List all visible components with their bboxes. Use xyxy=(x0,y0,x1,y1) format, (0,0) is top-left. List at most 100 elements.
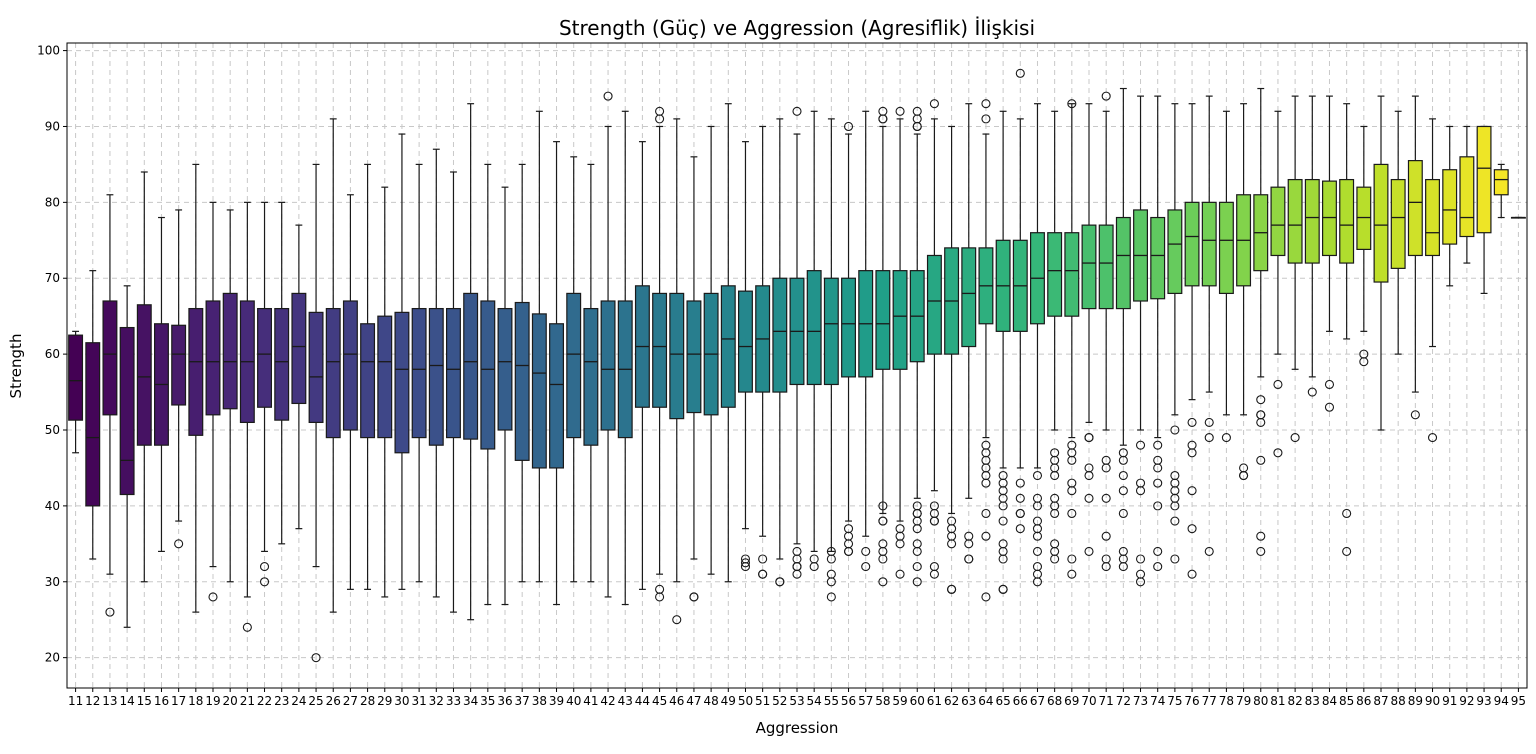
outlier-point xyxy=(1153,562,1163,572)
y-tick-label: 30 xyxy=(45,575,60,589)
box-81 xyxy=(1270,110,1286,458)
outlier-point xyxy=(912,577,922,587)
x-tick-label: 64 xyxy=(978,694,993,708)
box-80 xyxy=(1253,87,1269,556)
y-tick-label: 90 xyxy=(45,119,60,133)
x-tick-label: 26 xyxy=(326,694,341,708)
x-tick-label: 92 xyxy=(1459,694,1474,708)
outlier-point xyxy=(1118,455,1128,465)
box-82 xyxy=(1287,95,1303,443)
box-46 xyxy=(669,118,685,625)
outlier-point xyxy=(1067,569,1077,579)
x-tick-label: 22 xyxy=(257,694,272,708)
outlier-point xyxy=(929,569,939,579)
outlier-point xyxy=(1118,562,1128,572)
box-63 xyxy=(961,103,977,564)
y-tick-label: 20 xyxy=(45,651,60,665)
box-60 xyxy=(909,106,925,587)
box-body xyxy=(257,307,272,408)
x-tick-label: 33 xyxy=(446,694,461,708)
x-tick-label: 63 xyxy=(961,694,976,708)
box-51 xyxy=(755,125,771,579)
box-body xyxy=(119,326,135,496)
x-tick-label: 67 xyxy=(1030,694,1045,708)
box-49 xyxy=(720,103,736,583)
y-tick-label: 100 xyxy=(37,44,60,58)
box-body xyxy=(428,307,444,446)
outlier-point xyxy=(878,516,888,526)
outlier-point xyxy=(792,106,802,116)
box-body xyxy=(1407,160,1423,257)
x-tick-label: 76 xyxy=(1184,694,1199,708)
outlier-point xyxy=(1204,417,1214,427)
outlier-point xyxy=(981,592,991,602)
outlier-point xyxy=(259,577,270,587)
x-tick-label: 28 xyxy=(360,694,375,708)
box-32 xyxy=(428,148,444,598)
y-tick-label: 50 xyxy=(45,423,60,437)
box-15 xyxy=(136,171,152,583)
box-35 xyxy=(480,163,496,606)
outlier-point xyxy=(1067,486,1077,496)
y-tick-label: 80 xyxy=(45,195,60,209)
x-tick-label: 89 xyxy=(1408,694,1423,708)
outlier-point xyxy=(1032,470,1043,481)
x-tick-label: 40 xyxy=(566,694,581,708)
box-body xyxy=(961,247,977,348)
box-body xyxy=(669,292,685,420)
outlier-point xyxy=(895,539,905,549)
outlier-point xyxy=(1084,433,1094,443)
outlier-point xyxy=(1015,478,1025,488)
box-body xyxy=(188,307,204,436)
box-16 xyxy=(154,216,169,553)
box-13 xyxy=(102,194,118,617)
x-tick-label: 65 xyxy=(995,694,1010,708)
x-tick-label: 94 xyxy=(1494,694,1509,708)
box-body xyxy=(1064,232,1080,317)
outlier-point xyxy=(1187,569,1197,579)
outlier-point xyxy=(1135,577,1146,587)
x-tick-label: 21 xyxy=(240,694,255,708)
x-tick-label: 83 xyxy=(1305,694,1320,708)
box-body xyxy=(1218,201,1234,295)
box-body xyxy=(926,254,942,355)
x-tick-label: 87 xyxy=(1373,694,1388,708)
x-tick-label: 50 xyxy=(738,694,753,708)
box-body xyxy=(1459,156,1475,238)
x-tick-label: 54 xyxy=(807,694,822,708)
box-50 xyxy=(737,141,753,572)
x-tick-label: 55 xyxy=(824,694,839,708)
box-91 xyxy=(1442,125,1458,287)
outlier-point xyxy=(1273,379,1283,390)
x-tick-label: 82 xyxy=(1287,694,1302,708)
outlier-point xyxy=(878,501,888,511)
box-76 xyxy=(1184,103,1200,579)
outlier-point xyxy=(1153,501,1163,511)
x-tick-label: 77 xyxy=(1202,694,1217,708)
box-29 xyxy=(377,186,393,598)
x-tick-label: 53 xyxy=(789,694,804,708)
outlier-point xyxy=(1256,395,1266,405)
outlier-point xyxy=(1204,433,1214,443)
box-67 xyxy=(1029,103,1045,587)
outlier-point xyxy=(242,622,252,632)
outlier-point xyxy=(1015,524,1025,534)
box-body xyxy=(875,270,891,370)
box-31 xyxy=(411,163,427,583)
x-tick-label: 56 xyxy=(841,694,856,708)
outlier-point xyxy=(1015,493,1025,503)
box-body xyxy=(480,300,496,450)
outlier-point xyxy=(929,516,939,526)
x-tick-label: 78 xyxy=(1219,694,1234,708)
outlier-point xyxy=(1187,524,1197,534)
outlier-point xyxy=(1084,493,1094,503)
outlier-point xyxy=(929,99,939,109)
outlier-point xyxy=(878,554,888,564)
box-30 xyxy=(394,133,410,590)
box-body xyxy=(720,285,736,408)
box-body xyxy=(806,270,822,386)
outlier-point xyxy=(1050,554,1060,564)
box-body xyxy=(102,300,118,416)
box-body xyxy=(1150,216,1166,300)
